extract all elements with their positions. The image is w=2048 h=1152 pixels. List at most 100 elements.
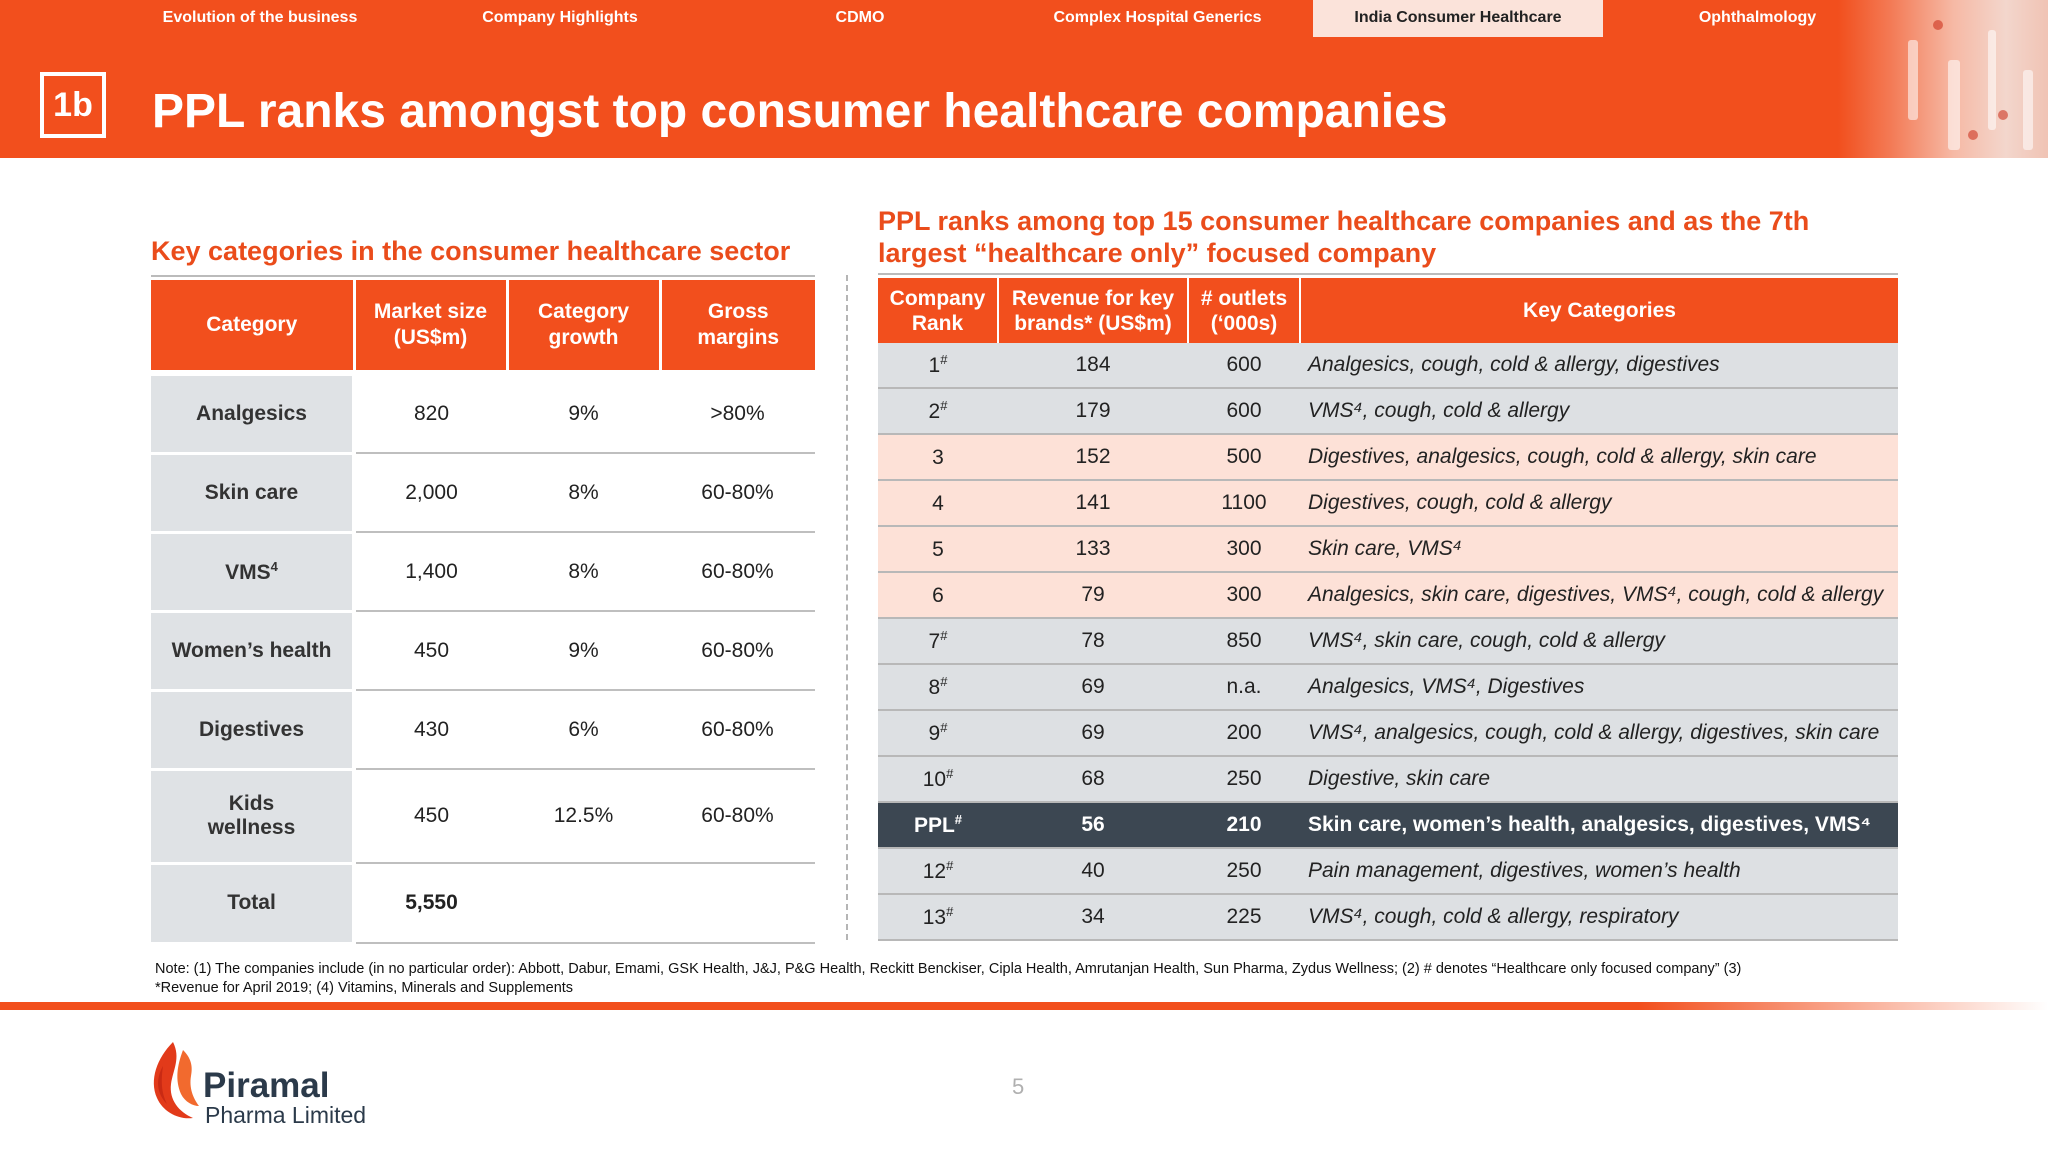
table-row: 2# 179 600 VMS⁴, cough, cold & allergy [878,388,1898,435]
row-margins: 60-80% [660,690,815,770]
row-rank-text: 7 [928,630,941,653]
total-label: Total [151,863,356,945]
row-market-size: 1,400 [354,532,507,612]
row-outlets: 300 [1188,526,1300,573]
categories-table-header: Category Market size (US$m) Category gro… [151,280,815,373]
row-outlets-text: n.a. [1226,675,1262,698]
row-category-label: VMS [225,560,271,584]
row-categories-text: Digestives, analgesics, cough, cold & al… [1308,445,1817,468]
row-outlets-text: 300 [1226,583,1262,606]
nav-item-company-highlights[interactable]: Company Highlights [482,9,638,26]
row-categories: Digestives, analgesics, cough, cold & al… [1300,434,1898,481]
row-market-size: 2,000 [354,453,507,533]
row-category: Kids wellness [151,769,356,865]
col-header-margins: Gross margins [660,280,815,373]
row-revenue: 184 [998,343,1188,389]
row-outlets-text: 250 [1226,767,1262,790]
row-rank-text: 10 [922,768,947,791]
row-categories-text: Analgesics, skin care, digestives, VMS⁴,… [1308,583,1884,606]
row-categories: Pain management, digestives, women’s hea… [1300,848,1898,895]
top-nav: Evolution of the business Company Highli… [0,0,1860,37]
row-growth: 8% [507,532,660,612]
row-categories-text: Pain management, digestives, women’s hea… [1308,859,1741,882]
row-rank-text: 6 [932,584,944,607]
row-categories: Digestive, skin care [1300,756,1898,803]
row-outlets-text: 850 [1226,629,1262,652]
row-rank-text: 2 [928,400,941,423]
table-row: Kids wellness 450 12.5% 60-80% [151,769,815,865]
nav-item-cdmo[interactable]: CDMO [835,9,885,26]
row-revenue-text: 79 [1081,583,1105,606]
row-categories: Analgesics, VMS⁴, Digestives [1300,664,1898,711]
page-title: PPL ranks amongst top consumer healthcar… [152,85,1448,138]
row-outlets: 500 [1188,434,1300,481]
row-rank: 3 [878,434,998,481]
row-rank: 12# [878,848,998,895]
row-revenue: 69 [998,710,1188,757]
col-header-market-size: Market size (US$m) [354,280,509,373]
row-rank-text: 13 [922,906,947,929]
row-revenue: 56 [998,802,1188,849]
nav-item-india-consumer-healthcare[interactable]: India Consumer Healthcare [1313,0,1603,37]
row-outlets-text: 200 [1226,721,1262,744]
healthcare-only-marker: # [940,720,948,735]
nav-item-ophthalmology[interactable]: Ophthalmology [1698,9,1817,26]
row-categories: VMS⁴, analgesics, cough, cold & allergy,… [1300,710,1898,757]
total-empty [660,863,815,944]
header-band: Evolution of the business Company Highli… [0,0,2048,158]
row-revenue: 34 [998,894,1188,941]
row-categories: Skin care, women’s health, analgesics, d… [1300,802,1898,849]
row-outlets: 850 [1188,618,1300,665]
row-market-size: 430 [354,690,507,770]
row-revenue-text: 78 [1081,629,1105,652]
row-outlets-text: 500 [1226,445,1262,468]
footnote: Note: (1) The companies include (in no p… [155,960,2035,998]
table-row: Women’s health 450 9% 60-80% [151,611,815,692]
row-outlets-text: 1100 [1221,491,1267,514]
row-outlets-text: 250 [1226,859,1262,882]
col-header-categories: Key Categories [1300,278,1898,343]
healthcare-only-marker: # [940,674,948,689]
footnote-marker: 4 [270,558,278,574]
company-rank-table: Company Rank Revenue for key brands* (US… [878,278,1898,941]
row-market-size: 450 [354,611,507,691]
row-rank-text: 4 [932,492,944,515]
row-market-size: 820 [354,370,507,454]
row-revenue: 40 [998,848,1188,895]
row-rank: 4 [878,480,998,527]
row-rank: 1# [878,343,998,389]
row-rank: 7# [878,618,998,665]
section-badge: 1b [40,72,106,138]
row-outlets-text: 600 [1226,353,1262,376]
row-revenue: 68 [998,756,1188,803]
nav-item-complex-hospital-generics[interactable]: Complex Hospital Generics [1053,9,1262,26]
row-rank: 8# [878,664,998,711]
row-categories: Analgesics, skin care, digestives, VMS⁴,… [1300,572,1898,619]
right-table-heading: PPL ranks among top 15 consumer healthca… [878,205,1898,275]
footnote-line-1: Note: (1) The companies include (in no p… [155,961,1742,977]
table-row: 3 152 500 Digestives, analgesics, cough, co… [878,434,1898,481]
row-rank-text: PPL [913,814,955,837]
row-rank-text: 5 [932,538,944,561]
row-rank-text: 1 [928,354,941,377]
row-outlets: 600 [1188,388,1300,435]
row-outlets: n.a. [1188,664,1300,711]
row-categories: VMS⁴, skin care, cough, cold & allergy [1300,618,1898,665]
total-empty [507,863,660,944]
row-revenue: 152 [998,434,1188,481]
row-market-size: 450 [354,769,507,864]
row-category: Women’s health [151,611,356,692]
table-row: 4 141 1100 Digestives, cough, cold & allerg… [878,480,1898,527]
table-row: Skin care 2,000 8% 60-80% [151,453,815,534]
table-row: VMS4 1,400 8% 60-80% [151,532,815,613]
row-categories-text: Skin care, women’s health, analgesics, d… [1308,813,1871,836]
table-row: 9# 69 200 VMS⁴, analgesics, cough, cold & a… [878,710,1898,757]
row-outlets: 300 [1188,572,1300,619]
row-outlets-text: 225 [1226,905,1262,928]
col-header-category: Category [151,280,356,373]
healthcare-only-marker: # [946,904,954,919]
nav-item-evolution[interactable]: Evolution of the business [162,9,358,26]
row-rank: 2# [878,388,998,435]
categories-table: Category Market size (US$m) Category gro… [151,280,815,945]
row-revenue: 78 [998,618,1188,665]
